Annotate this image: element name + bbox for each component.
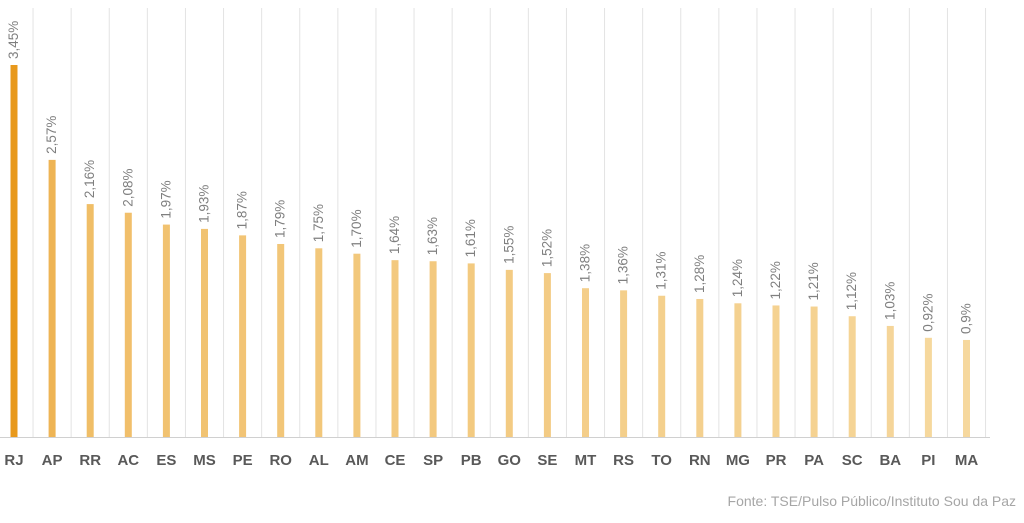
tick-label: MG — [726, 452, 750, 469]
bar-mg — [734, 303, 742, 437]
bar-pb — [467, 263, 475, 437]
tick-label: RS — [613, 452, 634, 469]
tick-label: MS — [193, 452, 216, 469]
bar-se — [543, 273, 551, 437]
tick-label: ES — [156, 452, 176, 469]
tick-label: PB — [461, 452, 482, 469]
bar-pi — [924, 337, 932, 437]
tick-label: GO — [498, 452, 522, 469]
tick-label: MT — [575, 452, 597, 469]
data-label: 1,38% — [578, 244, 593, 282]
bar-am — [353, 253, 361, 437]
gridlines — [32, 8, 987, 437]
data-label: 3,45% — [6, 21, 21, 59]
bar-go — [505, 269, 513, 437]
data-label: 2,57% — [44, 116, 59, 154]
data-label: 1,64% — [387, 216, 402, 254]
data-label: 1,93% — [197, 185, 212, 223]
data-label: 1,28% — [692, 255, 707, 293]
tick-label: AM — [345, 452, 368, 469]
bar-ce — [391, 260, 399, 437]
data-label: 1,52% — [539, 229, 554, 267]
bar-ba — [886, 325, 894, 437]
tick-label: SC — [842, 452, 863, 469]
bar-to — [658, 295, 666, 437]
data-label: 1,75% — [311, 204, 326, 242]
bar-mt — [582, 288, 589, 437]
data-label: 1,22% — [768, 261, 783, 299]
bar-ap — [48, 159, 56, 437]
bar-ma — [963, 339, 970, 437]
tick-label: MA — [955, 452, 978, 469]
bar-ms — [201, 228, 208, 437]
tick-label: RN — [689, 452, 711, 469]
bar-ro — [277, 243, 285, 437]
tick-label: TO — [651, 452, 672, 469]
bar-ac — [124, 212, 132, 437]
bar-al — [315, 248, 323, 437]
data-label: 1,31% — [654, 251, 669, 289]
data-label: 1,87% — [235, 191, 250, 229]
tick-label: PI — [921, 452, 935, 469]
bar-pe — [239, 235, 247, 437]
bar-rr — [86, 204, 94, 437]
tick-label: BA — [879, 452, 901, 469]
bar-rn — [696, 298, 704, 437]
data-label: 1,03% — [882, 282, 897, 320]
tick-label: AL — [309, 452, 329, 469]
tick-label: SP — [423, 452, 443, 469]
bar-pr — [772, 305, 780, 437]
source-note: Fonte: TSE/Pulso Público/Instituto Sou d… — [727, 493, 1016, 509]
data-label: 1,12% — [844, 272, 859, 310]
tick-label: PA — [804, 452, 824, 469]
bar-pa — [810, 306, 818, 437]
tick-label: CE — [385, 452, 406, 469]
tick-label: SE — [537, 452, 557, 469]
data-label: 1,55% — [501, 226, 516, 264]
data-label: 2,16% — [82, 160, 97, 198]
data-label: 1,63% — [425, 217, 440, 255]
data-label: 1,70% — [349, 209, 364, 247]
tick-label: AP — [42, 452, 63, 469]
bar-es — [162, 224, 170, 437]
bar-rj — [10, 65, 18, 437]
bar-rs — [620, 290, 628, 437]
data-label: 1,21% — [806, 262, 821, 300]
data-label: 1,36% — [616, 246, 631, 284]
data-label: 0,92% — [920, 294, 935, 332]
tick-label: PE — [233, 452, 253, 469]
data-label: 0,9% — [959, 303, 974, 334]
data-label: 1,79% — [273, 200, 288, 238]
tick-label: AC — [117, 452, 139, 469]
tick-label: RJ — [4, 452, 23, 469]
bar-sp — [429, 261, 437, 437]
tick-label: PR — [766, 452, 787, 469]
tick-label: RR — [79, 452, 101, 469]
data-label: 1,97% — [158, 180, 173, 218]
data-label: 1,61% — [463, 219, 478, 257]
data-label: 2,08% — [120, 168, 135, 206]
tick-label: RO — [269, 452, 292, 469]
bar-sc — [848, 316, 856, 437]
data-label: 1,24% — [730, 259, 745, 297]
